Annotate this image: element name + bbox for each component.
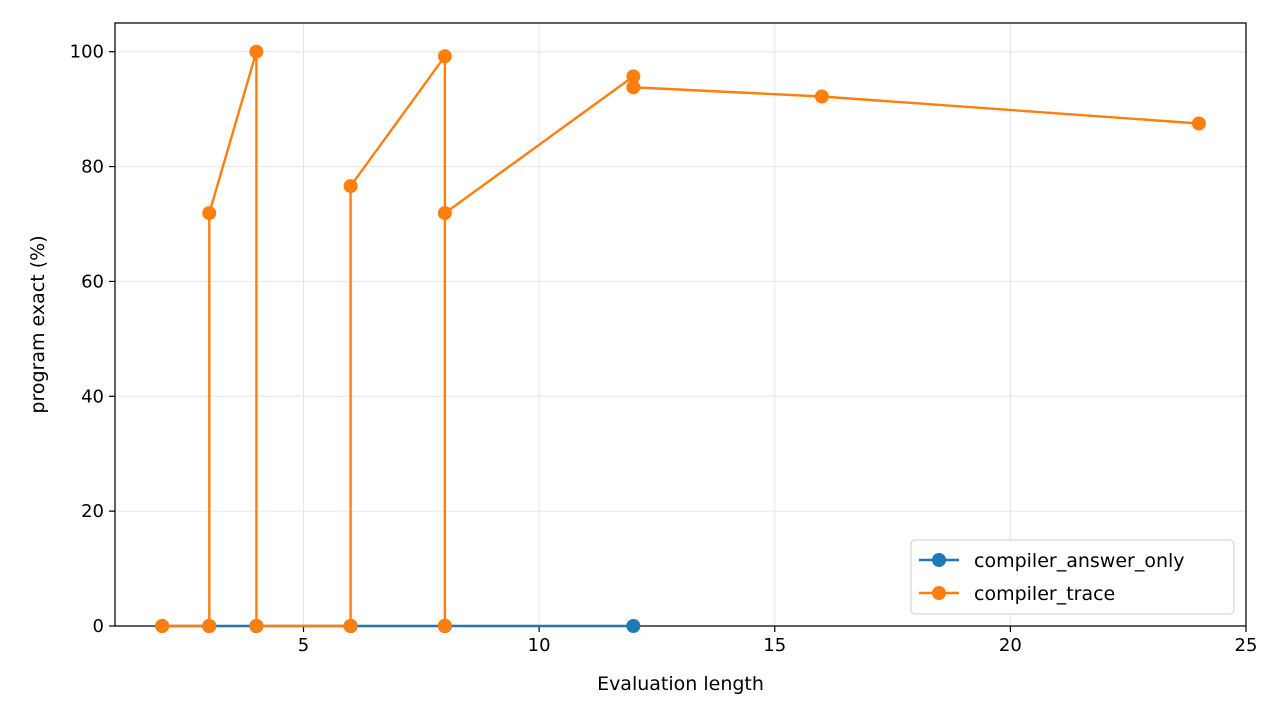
series-compiler_trace <box>155 44 1206 633</box>
y-tick-label-3: 60 <box>81 271 104 292</box>
x-axis-title: Evaluation length <box>597 673 764 695</box>
data-point-compiler_trace-10 <box>626 69 641 84</box>
data-point-compiler_trace-13 <box>1191 116 1206 131</box>
data-point-compiler_trace-8 <box>437 619 452 633</box>
y-tick-label-2: 40 <box>81 386 104 407</box>
x-tick-label-0: 5 <box>298 635 309 656</box>
legend-marker-compiler_trace <box>932 586 946 600</box>
series-compiler_answer_only <box>155 619 641 633</box>
data-point-compiler_trace-12 <box>814 89 829 104</box>
grid-lines <box>115 23 1247 627</box>
data-point-compiler_trace-6 <box>343 179 358 194</box>
data-point-compiler_trace-3 <box>249 44 264 59</box>
data-point-compiler_trace-0 <box>155 619 170 633</box>
x-tick-label-3: 20 <box>999 635 1022 656</box>
legend-label-compiler_answer_only: compiler_answer_only <box>974 550 1185 572</box>
y-tick-label-5: 100 <box>70 42 104 63</box>
data-point-compiler_trace-4 <box>249 619 264 633</box>
y-axis-title: program exact (%) <box>27 235 49 413</box>
legend-label-compiler_trace: compiler_trace <box>974 583 1115 605</box>
y-tick-label-0: 0 <box>93 616 104 637</box>
series-layer <box>155 44 1206 633</box>
x-tick-label-1: 10 <box>528 635 551 656</box>
data-point-compiler_trace-2 <box>202 206 217 221</box>
x-tick-label-2: 15 <box>763 635 786 656</box>
legend: compiler_answer_only compiler_trace <box>910 539 1235 615</box>
plot-frame <box>114 22 1247 627</box>
y-tick-label-1: 20 <box>81 501 104 522</box>
data-point-compiler_answer_only-10 <box>626 619 641 633</box>
data-point-compiler_trace-5 <box>343 619 358 633</box>
legend-marker-compiler_answer_only <box>932 553 946 567</box>
data-point-compiler_trace-11 <box>626 80 641 95</box>
axis-ticks: 5 10 15 20 25 0 20 40 60 80 100 <box>70 42 1258 656</box>
data-point-compiler_trace-7 <box>437 49 452 64</box>
data-point-compiler_trace-9 <box>437 206 452 221</box>
data-point-compiler_trace-1 <box>202 619 217 633</box>
x-tick-label-4: 25 <box>1235 635 1258 656</box>
legend-box <box>910 539 1235 615</box>
y-tick-label-4: 80 <box>81 157 104 178</box>
